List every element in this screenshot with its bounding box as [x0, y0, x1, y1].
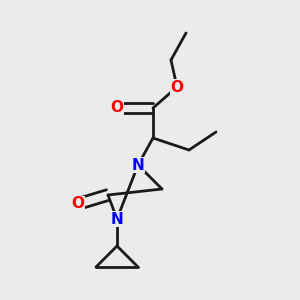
- Text: N: N: [132, 158, 144, 172]
- Text: N: N: [111, 212, 123, 226]
- Text: O: O: [110, 100, 124, 116]
- Text: O: O: [170, 80, 184, 94]
- Text: O: O: [71, 196, 85, 211]
